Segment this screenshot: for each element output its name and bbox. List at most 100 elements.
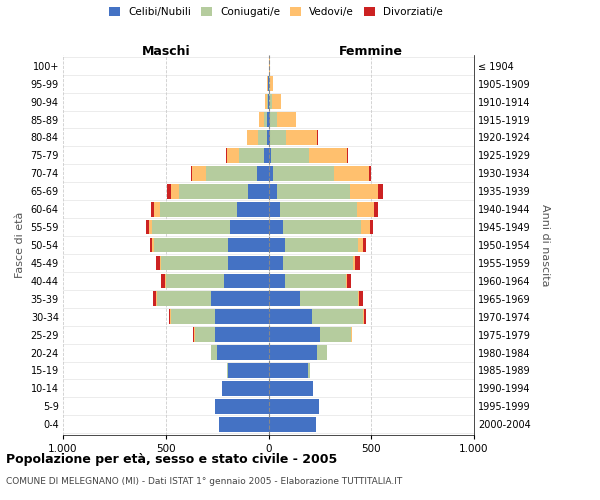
- Bar: [269, 328, 320, 342]
- Bar: [269, 58, 270, 73]
- Bar: [269, 130, 270, 145]
- Bar: [301, 292, 358, 306]
- Text: Maschi: Maschi: [142, 44, 190, 58]
- Bar: [271, 148, 309, 162]
- Bar: [269, 256, 283, 270]
- Bar: [265, 94, 267, 109]
- Bar: [334, 166, 369, 180]
- Bar: [284, 274, 346, 288]
- Bar: [229, 363, 269, 378]
- Bar: [166, 274, 224, 288]
- Bar: [193, 328, 194, 342]
- Legend: Celibi/Nubili, Coniugati/e, Vedovi/e, Divorziati/e: Celibi/Nubili, Coniugati/e, Vedovi/e, Di…: [107, 5, 445, 20]
- Bar: [152, 220, 230, 234]
- Bar: [211, 345, 217, 360]
- Bar: [277, 184, 350, 198]
- Bar: [211, 292, 269, 306]
- Bar: [284, 238, 358, 252]
- Bar: [171, 310, 215, 324]
- Bar: [369, 166, 371, 180]
- Bar: [247, 130, 257, 145]
- Bar: [259, 112, 264, 127]
- Text: COMUNE DI MELEGNANO (MI) - Dati ISTAT 1° gennaio 2005 - Elaborazione TUTTITALIA.: COMUNE DI MELEGNANO (MI) - Dati ISTAT 1°…: [6, 477, 402, 486]
- Bar: [222, 381, 269, 396]
- Bar: [320, 328, 351, 342]
- Bar: [239, 148, 265, 162]
- Bar: [358, 292, 359, 306]
- Bar: [219, 417, 269, 432]
- Bar: [229, 256, 269, 270]
- Bar: [165, 274, 166, 288]
- Bar: [265, 148, 269, 162]
- Bar: [347, 148, 348, 162]
- Bar: [358, 238, 362, 252]
- Y-axis label: Anni di nascita: Anni di nascita: [541, 204, 550, 286]
- Bar: [215, 399, 269, 413]
- Bar: [347, 274, 352, 288]
- Bar: [353, 256, 355, 270]
- Bar: [153, 292, 156, 306]
- Bar: [227, 148, 239, 162]
- Bar: [269, 112, 277, 127]
- Bar: [346, 274, 347, 288]
- Bar: [160, 202, 236, 216]
- Bar: [227, 363, 229, 378]
- Bar: [317, 345, 326, 360]
- Bar: [179, 184, 248, 198]
- Bar: [269, 148, 271, 162]
- Bar: [236, 202, 269, 216]
- Bar: [257, 166, 269, 180]
- Bar: [355, 256, 360, 270]
- Bar: [308, 363, 310, 378]
- Bar: [194, 328, 215, 342]
- Bar: [270, 130, 286, 145]
- Bar: [157, 292, 211, 306]
- Bar: [286, 130, 317, 145]
- Bar: [171, 184, 179, 198]
- Bar: [224, 274, 269, 288]
- Bar: [273, 166, 334, 180]
- Bar: [154, 238, 229, 252]
- Bar: [169, 310, 170, 324]
- Bar: [280, 202, 358, 216]
- Bar: [370, 220, 373, 234]
- Bar: [277, 112, 296, 127]
- Bar: [379, 184, 383, 198]
- Bar: [215, 328, 269, 342]
- Y-axis label: Fasce di età: Fasce di età: [15, 212, 25, 278]
- Bar: [358, 202, 374, 216]
- Bar: [269, 220, 283, 234]
- Bar: [269, 202, 280, 216]
- Bar: [156, 256, 160, 270]
- Text: Popolazione per età, sesso e stato civile - 2005: Popolazione per età, sesso e stato civil…: [6, 452, 337, 466]
- Bar: [269, 274, 284, 288]
- Bar: [154, 202, 160, 216]
- Bar: [269, 310, 311, 324]
- Bar: [151, 202, 154, 216]
- Bar: [206, 166, 257, 180]
- Bar: [230, 220, 269, 234]
- Bar: [269, 238, 284, 252]
- Bar: [267, 130, 269, 145]
- Bar: [269, 363, 308, 378]
- Bar: [248, 184, 269, 198]
- Bar: [350, 184, 379, 198]
- Bar: [374, 202, 377, 216]
- Bar: [269, 399, 319, 413]
- Bar: [269, 184, 277, 198]
- Bar: [269, 166, 273, 180]
- Bar: [264, 112, 268, 127]
- Bar: [226, 148, 227, 162]
- Bar: [191, 166, 193, 180]
- Bar: [283, 256, 353, 270]
- Bar: [283, 220, 361, 234]
- Bar: [161, 256, 229, 270]
- Bar: [267, 94, 268, 109]
- Bar: [364, 310, 366, 324]
- Text: Femmine: Femmine: [339, 44, 403, 58]
- Bar: [309, 148, 347, 162]
- Bar: [257, 130, 267, 145]
- Bar: [146, 220, 149, 234]
- Bar: [269, 345, 317, 360]
- Bar: [270, 76, 273, 91]
